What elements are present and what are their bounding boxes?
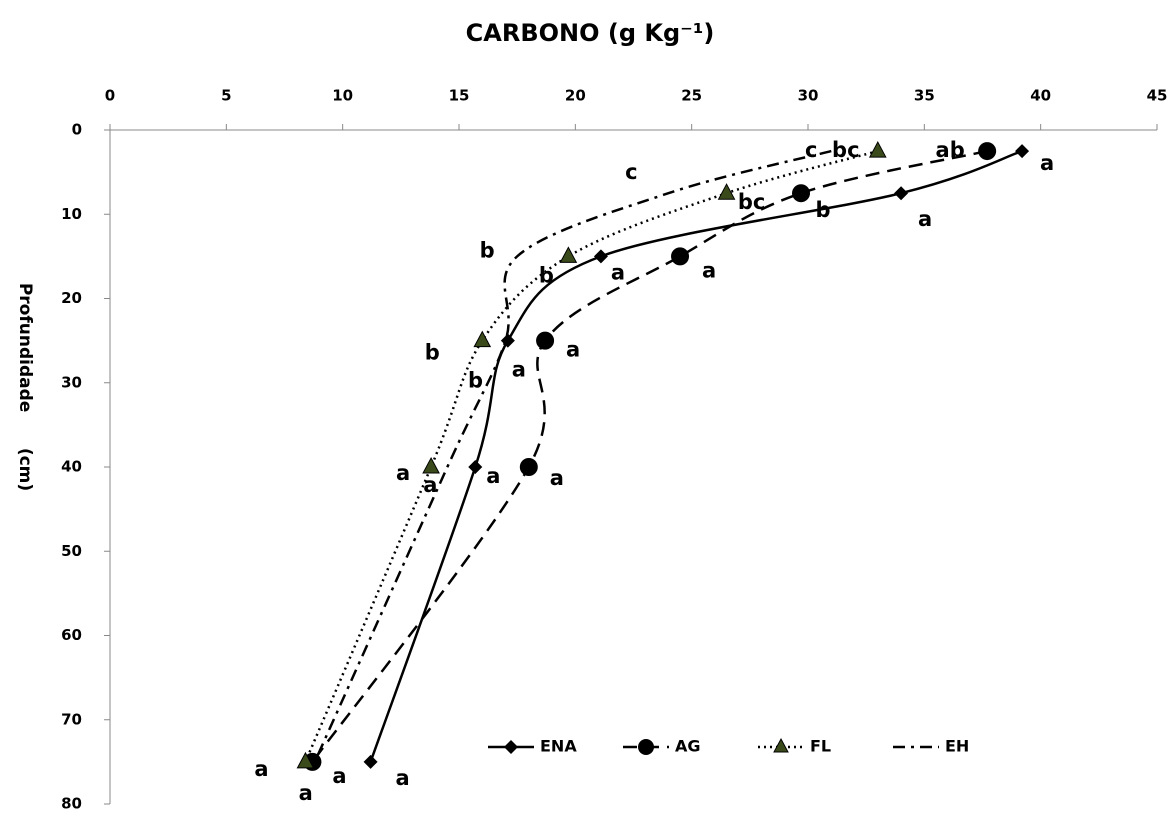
x-tick-label: 40 [1030, 87, 1051, 105]
y-tick-label: 80 [61, 795, 82, 813]
point-label: b [468, 369, 483, 393]
marker [536, 331, 555, 350]
y-tick-label: 30 [61, 373, 82, 391]
marker [1015, 144, 1030, 159]
legend-marker [773, 737, 789, 753]
point-label: b [815, 198, 830, 222]
point-label: a [396, 461, 410, 485]
point-label: a [486, 464, 500, 488]
point-label: a [396, 766, 410, 790]
point-label: a [512, 358, 526, 382]
y-axis-label: Profundidade (cm) [15, 283, 35, 491]
legend-label: ENA [540, 737, 577, 756]
point-label: bc [738, 190, 765, 214]
marker [717, 183, 736, 200]
y-tick-label: 10 [61, 205, 82, 223]
x-tick-label: 25 [681, 87, 702, 105]
marker [519, 458, 538, 476]
x-tick-label: 30 [798, 87, 819, 105]
series-line [369, 149, 1023, 763]
point-label: bc [832, 138, 859, 162]
point-label: c [805, 138, 817, 162]
legend-marker [638, 739, 654, 755]
y-tick-label: 50 [61, 542, 82, 560]
x-tick-label: 35 [914, 87, 935, 105]
marker [422, 456, 440, 474]
marker [363, 754, 378, 769]
point-label: ab [936, 138, 965, 162]
x-tick-label: 20 [565, 87, 586, 105]
marker [894, 186, 909, 201]
marker [296, 751, 315, 769]
marker [671, 247, 690, 266]
legend-label: FL [810, 737, 831, 756]
y-tick-label: 40 [61, 458, 82, 476]
point-label: a [550, 466, 564, 490]
marker [868, 141, 887, 158]
y-tick-label: 70 [61, 710, 82, 728]
y-tick-label: 60 [61, 626, 82, 644]
point-label: a [332, 764, 346, 788]
point-label: a [702, 258, 716, 282]
marker [978, 142, 997, 161]
series-line [313, 149, 832, 763]
marker [559, 246, 578, 263]
point-label: b [425, 341, 440, 365]
point-label: c [625, 160, 637, 184]
marker [473, 330, 492, 348]
x-tick-label: 5 [221, 87, 231, 105]
point-label: b [480, 238, 495, 262]
marker [468, 460, 483, 474]
x-tick-label: 0 [105, 87, 115, 105]
point-label: a [423, 473, 437, 497]
point-label: a [918, 207, 932, 231]
point-label: a [254, 757, 268, 781]
x-tick-label: 45 [1147, 87, 1168, 105]
chart-title: CARBONO (g Kg⁻¹) [466, 19, 715, 47]
y-tick-label: 20 [61, 289, 82, 307]
y-tick-label: 0 [72, 121, 82, 139]
legend-label: AG [675, 737, 701, 756]
series-line [304, 149, 879, 763]
point-label: a [611, 260, 625, 284]
legend-label: EH [945, 737, 969, 756]
series-line [311, 149, 988, 763]
point-label: b [539, 263, 554, 287]
point-label: a [299, 781, 313, 805]
x-tick-label: 15 [449, 87, 470, 105]
marker [593, 249, 608, 264]
point-label: a [566, 338, 580, 362]
marker [792, 184, 811, 203]
x-tick-label: 10 [332, 87, 353, 105]
point-label: a [1040, 151, 1054, 175]
legend-marker [504, 740, 518, 754]
